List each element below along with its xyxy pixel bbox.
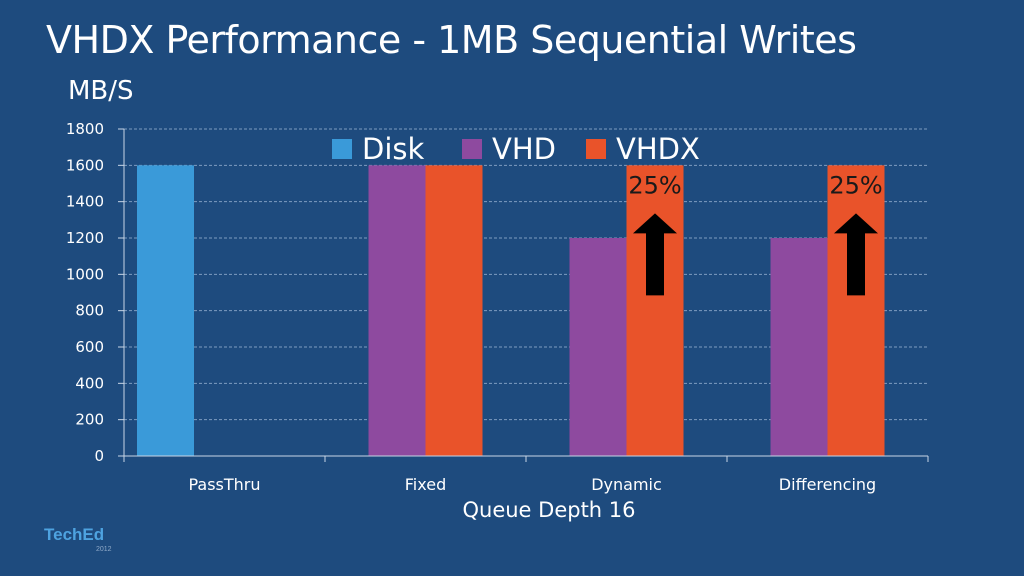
y-tick-label: 1200 (66, 229, 104, 247)
y-axis-label: MB/S (68, 76, 134, 106)
y-tick-label: 1800 (66, 120, 104, 138)
annotation-label: 25% (829, 171, 882, 199)
x-axis-label: Queue Depth 16 (462, 498, 636, 522)
y-tick-label: 1400 (66, 193, 104, 211)
y-tick-label: 600 (75, 338, 104, 356)
legend-swatch-vhdx (586, 139, 606, 159)
x-tick-label: Fixed (405, 475, 446, 494)
y-tick-label: 400 (75, 374, 104, 392)
up-arrow-icon (834, 213, 878, 296)
legend-label-vhd: VHD (492, 132, 556, 166)
annotation-label: 25% (628, 171, 681, 199)
bar-vhdx-differencing (827, 165, 885, 457)
x-tick-label: Differencing (779, 475, 876, 494)
y-tick-label: 1000 (66, 265, 104, 283)
legend-swatch-vhd (462, 139, 482, 159)
up-arrow-icon (633, 213, 677, 296)
legend-label-disk: Disk (362, 132, 424, 166)
teched-logo: TechEd 2012 (44, 520, 124, 560)
bar-vhdx-fixed (425, 165, 483, 457)
y-tick-label: 1600 (66, 156, 104, 174)
legend-swatch-disk (332, 139, 352, 159)
logo-year: 2012 (96, 546, 112, 553)
y-tick-label: 0 (94, 447, 104, 465)
bar-vhdx-dynamic (626, 165, 684, 457)
y-tick-label: 800 (75, 302, 104, 320)
bar-vhd-fixed (368, 165, 426, 457)
x-tick-label: Dynamic (591, 475, 662, 494)
bar-vhd-dynamic (569, 238, 627, 456)
legend-label-vhdx: VHDX (616, 132, 700, 166)
x-tick-label: PassThru (188, 475, 260, 494)
bar-vhd-differencing (770, 238, 828, 456)
logo-wordmark: TechEd (44, 525, 105, 544)
bar-disk-passthru (137, 165, 194, 457)
y-tick-label: 200 (75, 411, 104, 429)
chart-title: VHDX Performance - 1MB Sequential Writes (46, 18, 857, 62)
